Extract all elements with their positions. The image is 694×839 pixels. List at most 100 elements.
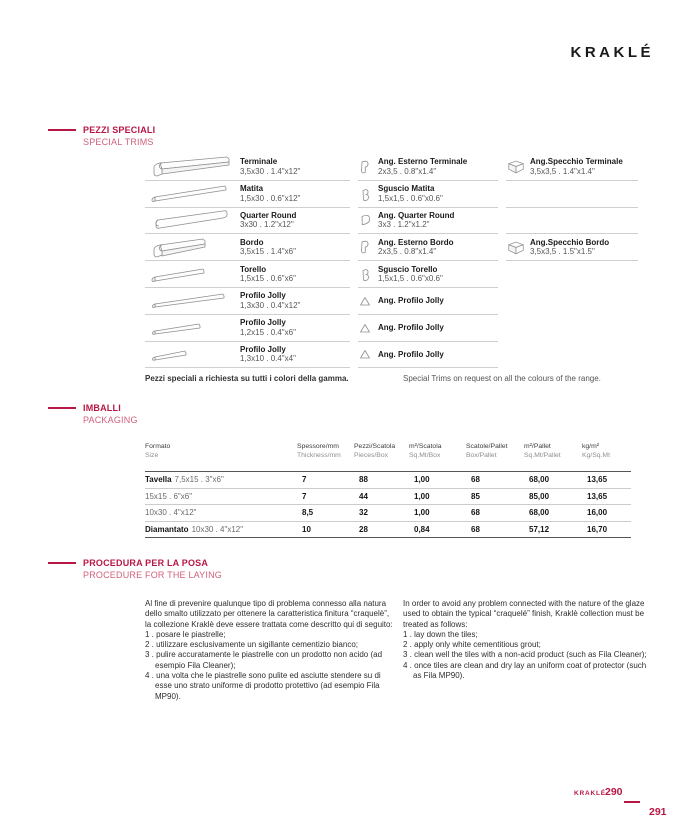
packaging-title-it: IMBALLI — [83, 403, 121, 413]
trim-name: Matita — [240, 184, 264, 194]
trim-size: 3x3 . 1.2"x1.2" — [378, 220, 430, 230]
section-dash — [48, 562, 76, 564]
trim-name: Sguscio Matita — [378, 184, 435, 194]
laying-step: 3 . clean well the tiles with a non-acid… — [403, 650, 647, 660]
packaging-value: 1,00 — [414, 508, 430, 518]
packaging-header-cell: kg/m² Kg/Sq.Mt — [582, 443, 610, 459]
laying-step: 1 . posare le piastrelle; — [145, 629, 226, 639]
laying-steps-en: 1 . lay down the tiles; 2 . apply only wh… — [403, 630, 649, 681]
trim-size: 1,2x15 . 0.4"x6" — [240, 327, 296, 337]
ang-esterno-icon — [358, 159, 378, 175]
trims-row: Profilo Jolly 1,3x30 . 0.4"x12" Ang. Prof… — [145, 288, 638, 315]
packaging-value: 85 — [471, 491, 480, 501]
packaging-row: 15x15 . 6"x6" 7 44 1,00 85 85,00 13,65 — [145, 489, 631, 505]
packaging-value: 68 — [471, 524, 480, 534]
profilo-jolly-drawing — [145, 316, 240, 340]
laying-step: 4 . once tiles are clean and dry lay an … — [403, 660, 647, 681]
trims-row: Torello 1,5x15 . 0.6"x6" Sguscio Torello 1… — [145, 261, 638, 288]
trim-name: Profilo Jolly — [240, 344, 286, 354]
sguscio-icon — [358, 266, 378, 282]
packaging-table-body: Tavella 7,5x15 . 3"x6" 7 88 1,00 68 68,00 13,65… — [145, 472, 631, 538]
packaging-table: Formato Size Spessore/mm Thickness/mm Pezzi/… — [145, 443, 631, 538]
trim-size: 3,5x3,5 . 1.4"x1.4" — [530, 166, 595, 176]
packaging-value: 85,00 — [529, 491, 550, 501]
packaging-value: 68,00 — [529, 508, 550, 518]
packaging-header-cell: Formato Size — [145, 443, 171, 459]
laying-intro-en: In order to avoid any problem connected … — [403, 599, 645, 629]
ang-specchio-icon — [506, 158, 530, 175]
section-dash — [48, 129, 76, 131]
footer-divider-line — [624, 801, 640, 803]
sguscio-icon — [358, 186, 378, 202]
packaging-header-cell: Scatole/Pallet Box/Pallet — [466, 443, 508, 459]
laying-step: 2 . utilizzare esclusivamente un sigilla… — [145, 640, 358, 650]
ang-profilo-jolly-icon — [358, 346, 378, 362]
packaging-value: 13,65 — [587, 475, 608, 485]
laying-header: PROCEDURA PER LA POSA PROCEDURE FOR THE … — [48, 557, 222, 581]
trim-size: 1,5x15 . 0.6"x6" — [240, 274, 296, 284]
trim-size: 3,5x30 . 1.4"x12" — [240, 166, 301, 176]
trim-size: 3,5x15 . 1.4"x6" — [240, 247, 296, 257]
laying-step: 1 . lay down the tiles; — [403, 629, 478, 639]
trim-size: 1,5x1,5 . 0.6"x0.6" — [378, 193, 443, 203]
laying-intro-it: Al fine di prevenire qualunque tipo di p… — [145, 599, 393, 629]
trim-name: Ang.Specchio Terminale — [530, 157, 623, 167]
trim-name: Ang. Esterno Bordo — [378, 237, 454, 247]
trim-name: Profilo Jolly — [240, 318, 286, 328]
packaging-value: 0,84 — [414, 524, 430, 534]
trims-row: Quarter Round 3x30 . 1.2"x12" Ang. Quarte… — [145, 208, 638, 235]
packaging-value: 7 — [302, 475, 307, 485]
page-title: KRAKLÉ — [570, 44, 654, 61]
packaging-row: 10x30 . 4"x12" 8,5 32 1,00 68 68,00 16,00 — [145, 505, 631, 522]
laying-text-english: In order to avoid any problem connected … — [403, 599, 649, 681]
laying-steps-it: 1 . posare le piastrelle; 2 . utilizzare … — [145, 630, 397, 702]
trims-note-en: Special Trims on request on all the colo… — [403, 374, 601, 383]
packaging-value: 68 — [471, 508, 480, 518]
packaging-value: 13,65 — [587, 491, 608, 501]
packaging-value: 68 — [471, 475, 480, 485]
packaging-value: 68,00 — [529, 475, 550, 485]
special-trims-title-it: PEZZI SPECIALI — [83, 125, 156, 135]
trim-name: Ang. Quarter Round — [378, 210, 455, 220]
packaging-header-cell: Spessore/mm Thickness/mm — [297, 443, 341, 459]
trim-name: Torello — [240, 264, 267, 274]
torello-drawing — [145, 262, 240, 286]
ang-esterno-icon — [358, 239, 378, 255]
laying-title-it: PROCEDURA PER LA POSA — [83, 558, 209, 568]
packaging-value: 1,00 — [414, 491, 430, 501]
footer-page-number: 290 — [605, 786, 623, 798]
trim-name: Sguscio Torello — [378, 264, 438, 274]
packaging-format: Diamantato 10x30 . 4"x12" — [145, 524, 244, 534]
packaging-header-cell: m²/Scatola Sq.Mt/Box — [409, 443, 442, 459]
profilo-jolly-drawing — [145, 289, 240, 313]
trims-row: Profilo Jolly 1,2x15 . 0.4"x6" Ang. Profi… — [145, 315, 638, 342]
packaging-row: Diamantato 10x30 . 4"x12" 10 28 0,84 68 57,12 1… — [145, 522, 631, 538]
footer-next-page-number: 291 — [649, 806, 667, 818]
trim-size: 1,5x1,5 . 0.6"x0.6" — [378, 274, 443, 284]
trim-name: Ang. Profilo Jolly — [378, 322, 444, 332]
trim-name: Ang.Specchio Bordo — [530, 237, 610, 247]
packaging-value: 44 — [359, 491, 368, 501]
packaging-format: 10x30 . 4"x12" — [145, 508, 197, 518]
laying-step: 2 . apply only white cementitious grout; — [403, 640, 541, 650]
trim-name: Ang. Esterno Terminale — [378, 157, 468, 167]
trims-row: Terminale 3,5x30 . 1.4"x12" Ang. Esterno … — [145, 154, 638, 181]
laying-title-en: PROCEDURE FOR THE LAYING — [83, 570, 222, 580]
trim-size: 1,3x30 . 0.4"x12" — [240, 300, 301, 310]
trim-size: 1,5x30 . 0.6"x12" — [240, 193, 301, 203]
bordo-drawing — [145, 235, 240, 259]
packaging-value: 16,70 — [587, 524, 608, 534]
trims-row: Bordo 3,5x15 . 1.4"x6" Ang. Esterno Bordo… — [145, 234, 638, 262]
special-trims-table: Terminale 3,5x30 . 1.4"x12" Ang. Esterno … — [145, 154, 638, 369]
trim-name: Profilo Jolly — [240, 291, 286, 301]
special-trims-header: PEZZI SPECIALI SPECIAL TRIMS — [48, 124, 155, 148]
ang-profilo-jolly-icon — [358, 293, 378, 309]
trim-size: 2x3,5 . 0.8"x1.4" — [378, 247, 437, 257]
trim-name: Terminale — [240, 157, 278, 167]
special-trims-title-en: SPECIAL TRIMS — [83, 137, 154, 147]
packaging-value: 57,12 — [529, 524, 550, 534]
packaging-value: 16,00 — [587, 508, 608, 518]
terminale-drawing — [145, 155, 240, 179]
trims-row: Matita 1,5x30 . 0.6"x12" Sguscio Matita 1,… — [145, 181, 638, 208]
